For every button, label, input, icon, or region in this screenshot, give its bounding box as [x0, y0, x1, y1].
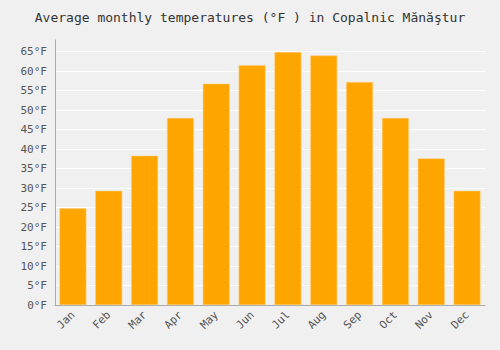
svg-text:65°F: 65°F — [21, 45, 48, 58]
svg-text:0°F: 0°F — [27, 299, 47, 312]
svg-text:Apr: Apr — [162, 308, 185, 331]
svg-text:30°F: 30°F — [21, 182, 48, 195]
svg-text:55°F: 55°F — [21, 84, 48, 97]
svg-text:25°F: 25°F — [21, 201, 48, 214]
svg-text:45°F: 45°F — [21, 123, 48, 136]
svg-text:20°F: 20°F — [21, 221, 48, 234]
svg-text:Average monthly temperatures (: Average monthly temperatures (°F ) in Co… — [35, 10, 466, 25]
svg-text:60°F: 60°F — [21, 65, 48, 78]
svg-text:Sep: Sep — [341, 308, 364, 331]
svg-text:15°F: 15°F — [21, 240, 48, 253]
svg-text:Aug: Aug — [305, 308, 328, 331]
svg-text:Jul: Jul — [269, 308, 292, 331]
svg-text:Feb: Feb — [90, 308, 113, 331]
svg-text:40°F: 40°F — [21, 143, 48, 156]
svg-text:5°F: 5°F — [27, 279, 47, 292]
svg-text:May: May — [198, 308, 221, 331]
svg-text:35°F: 35°F — [21, 162, 48, 175]
svg-text:Nov: Nov — [413, 308, 436, 331]
svg-text:Oct: Oct — [377, 308, 400, 331]
svg-text:10°F: 10°F — [21, 260, 48, 273]
svg-text:50°F: 50°F — [21, 104, 48, 117]
svg-text:Mar: Mar — [126, 308, 149, 331]
svg-text:Jan: Jan — [54, 308, 77, 331]
svg-text:Dec: Dec — [448, 308, 471, 331]
svg-text:Jun: Jun — [233, 308, 256, 331]
